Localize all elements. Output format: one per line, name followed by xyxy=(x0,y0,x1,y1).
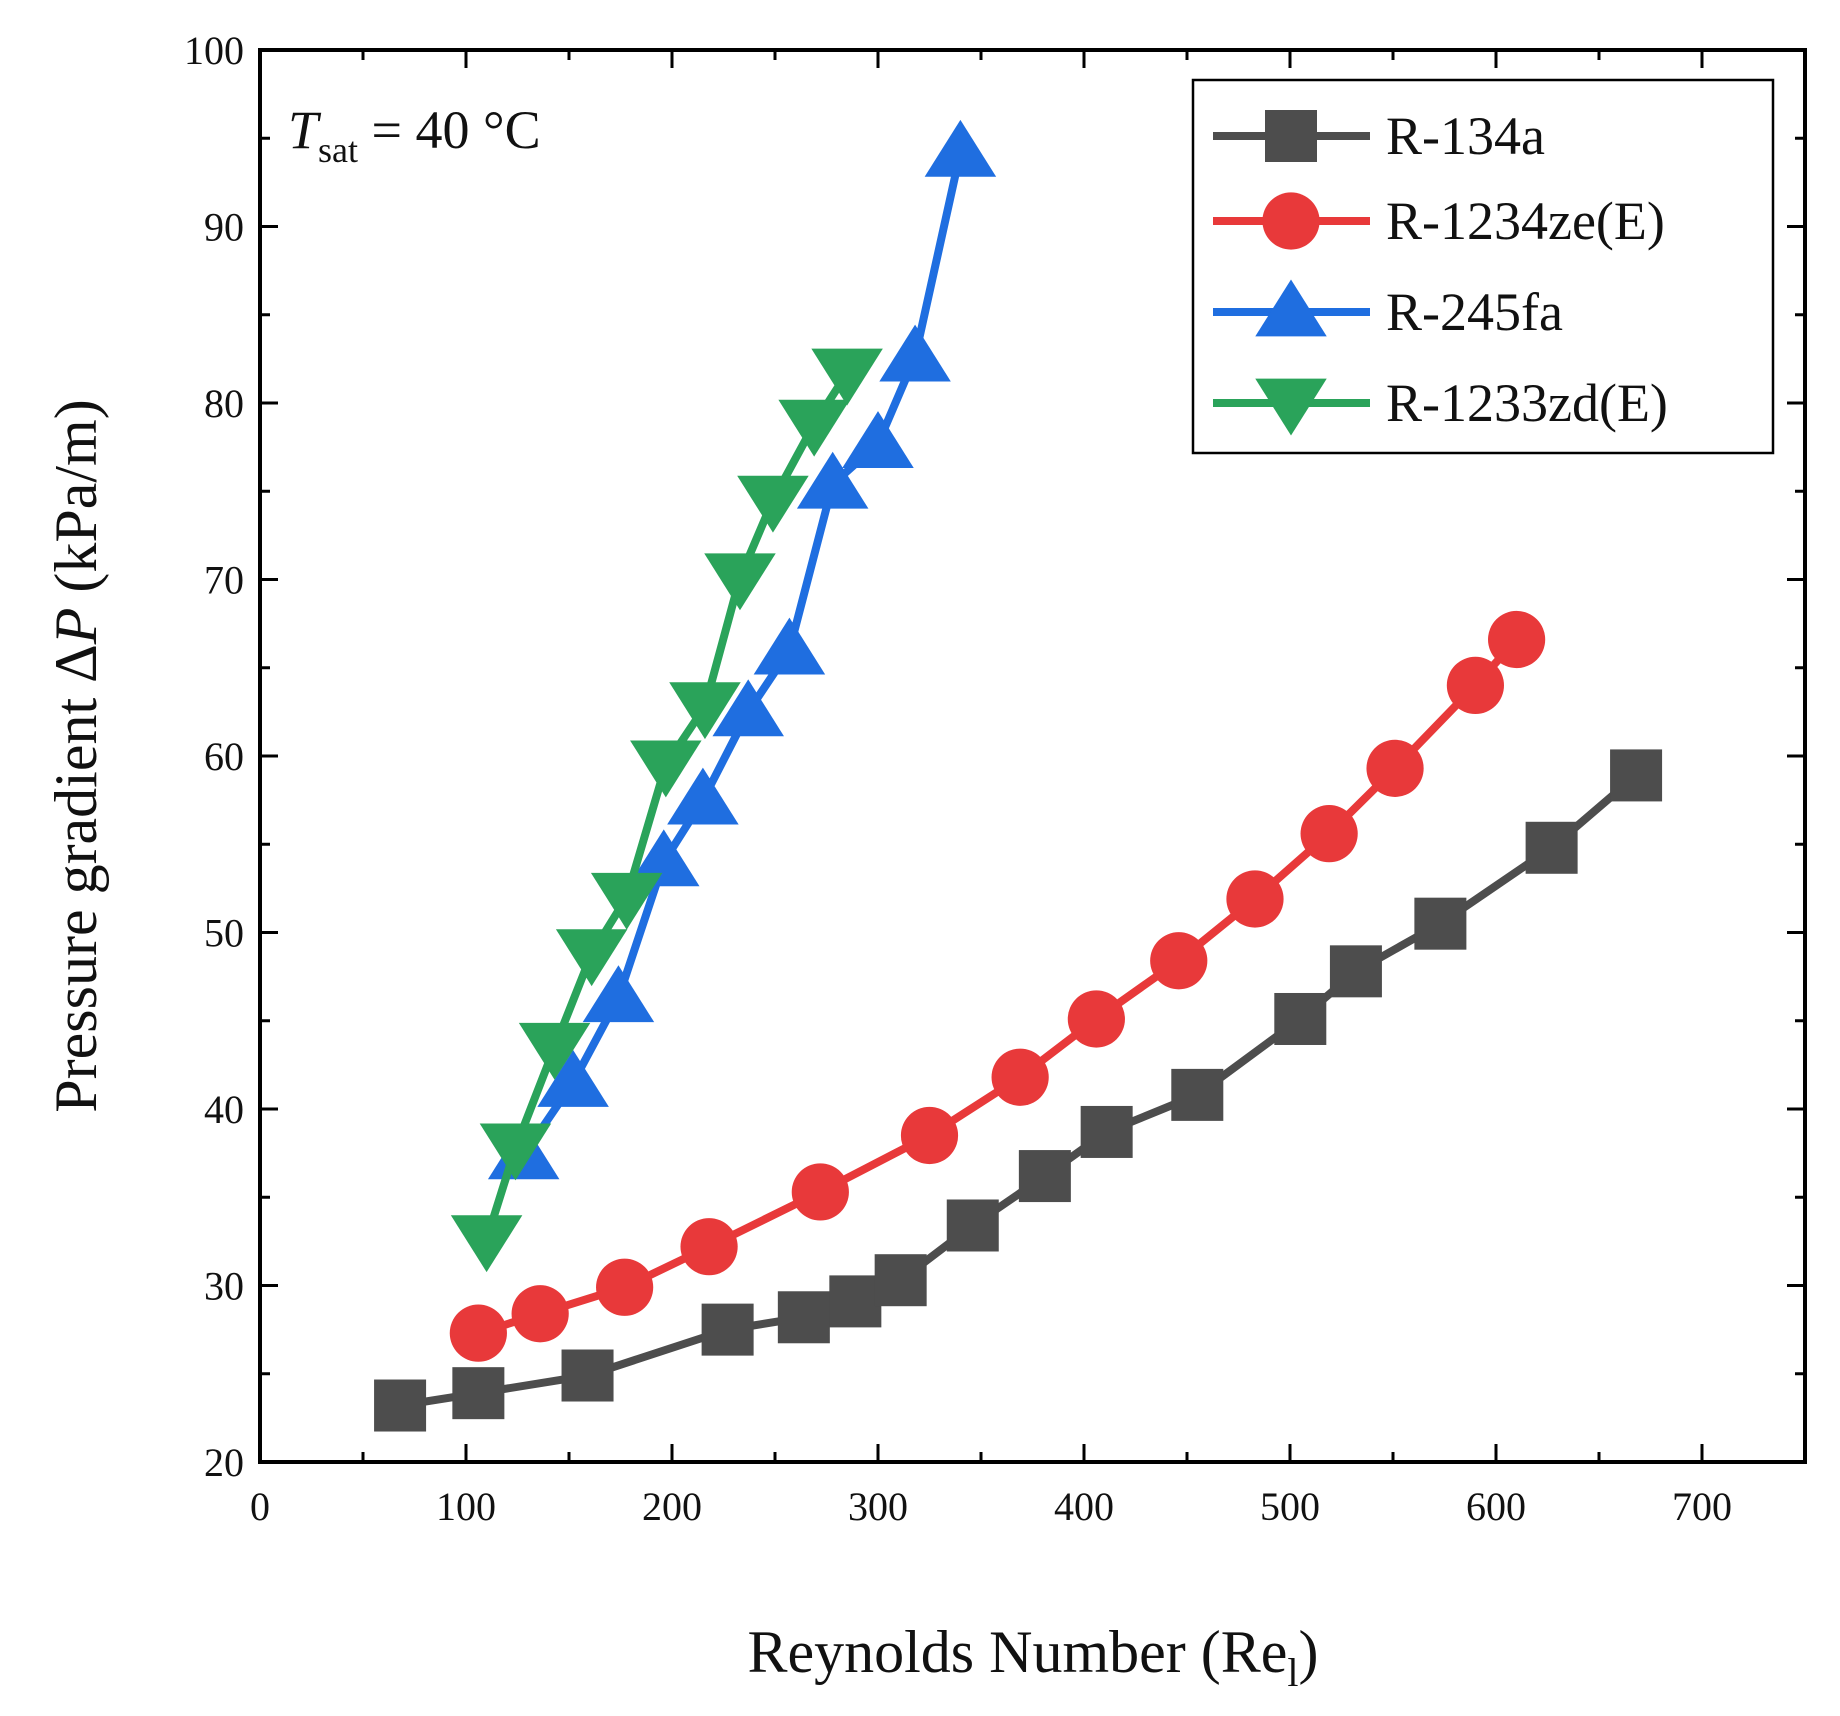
x-tick-label: 200 xyxy=(642,1484,702,1529)
annotation-symbol: T xyxy=(288,100,322,160)
data-point-r-245fa xyxy=(712,679,784,737)
y-axis-title-text: Pressure gradient Δ xyxy=(43,644,109,1112)
data-point-r-1234ze-e xyxy=(1488,610,1546,669)
y-tick-label: 50 xyxy=(204,911,244,956)
data-point-r-134a xyxy=(946,1199,999,1252)
y-tick-label: 90 xyxy=(204,205,244,250)
y-tick-labels: 20 30 40 50 60 70 80 90 100 xyxy=(184,28,244,1485)
series-r-245fa xyxy=(487,119,997,1180)
legend-label-r-245fa: R-245fa xyxy=(1386,282,1563,342)
x-tick-label: 600 xyxy=(1466,1484,1526,1529)
legend-marker-r-1234ze-e xyxy=(1262,192,1320,250)
data-point-r-134a xyxy=(1274,992,1327,1045)
legend-marker-r-134a xyxy=(1265,110,1317,162)
y-tick-label: 40 xyxy=(204,1087,244,1132)
series-r-134a xyxy=(374,749,1663,1432)
data-point-r-1234ze-e xyxy=(1067,990,1125,1048)
data-point-r-1234ze-e xyxy=(1226,870,1284,928)
legend-marker-r-245fa xyxy=(1255,279,1327,337)
data-point-r-1233zd-e xyxy=(669,682,741,740)
data-point-r-134a xyxy=(452,1367,505,1420)
data-point-r-1234ze-e xyxy=(791,1163,849,1221)
data-point-r-134a xyxy=(1329,945,1382,998)
legend-label-r-1234ze-e: R-1234ze(E) xyxy=(1386,191,1665,251)
data-point-r-1233zd-e xyxy=(518,1022,591,1080)
data-point-r-1233zd-e xyxy=(778,399,850,457)
data-point-r-245fa xyxy=(842,411,914,468)
data-point-r-134a xyxy=(1018,1150,1071,1203)
data-point-r-134a xyxy=(1414,897,1467,950)
data-point-r-134a xyxy=(1080,1105,1133,1158)
x-tick-label: 700 xyxy=(1672,1484,1732,1529)
data-point-r-1234ze-e xyxy=(1300,805,1358,863)
data-point-r-245fa xyxy=(879,324,951,382)
data-point-r-245fa xyxy=(667,767,739,825)
data-point-r-1234ze-e xyxy=(1150,932,1208,990)
x-axis-title: Reynolds Number (Rel) xyxy=(747,1619,1318,1695)
data-point-r-1234ze-e xyxy=(1446,656,1504,715)
data-point-r-245fa xyxy=(537,1050,609,1107)
legend-label-r-1233zd-e: R-1233zd(E) xyxy=(1386,373,1668,433)
series-r-1234ze-e xyxy=(449,610,1546,1362)
data-point-r-134a xyxy=(777,1291,830,1344)
data-point-r-134a xyxy=(561,1349,614,1402)
data-point-r-134a xyxy=(829,1275,882,1328)
data-point-r-1233zd-e xyxy=(590,872,663,930)
y-axis-title-symbol: P xyxy=(43,608,109,646)
data-point-r-245fa xyxy=(924,119,997,177)
series-layer xyxy=(374,119,1663,1432)
x-tick-label: 400 xyxy=(1054,1484,1114,1529)
x-tick-label: 0 xyxy=(250,1484,270,1529)
legend-label-r-134a: R-134a xyxy=(1386,106,1545,166)
y-tick-label: 100 xyxy=(184,28,244,73)
data-point-r-1234ze-e xyxy=(511,1285,569,1343)
data-point-r-1234ze-e xyxy=(900,1106,959,1165)
data-point-r-1233zd-e xyxy=(555,929,628,987)
x-tick-labels: 0 100 200 300 400 500 600 700 xyxy=(250,1484,1732,1529)
data-point-r-1234ze-e xyxy=(1366,739,1424,797)
data-point-r-1234ze-e xyxy=(991,1048,1049,1106)
x-axis-title-subscript: l xyxy=(1287,1650,1298,1695)
data-point-r-1233zd-e xyxy=(704,553,776,611)
x-axis-title-text: Reynolds Number (Re xyxy=(747,1619,1287,1685)
annotation-subscript: sat xyxy=(318,130,358,170)
data-point-r-1234ze-e xyxy=(596,1258,654,1316)
data-point-r-245fa xyxy=(753,617,826,675)
data-point-r-245fa xyxy=(582,965,655,1023)
temperature-annotation: Tsat = 40 °C xyxy=(288,100,541,170)
annotation-value: = 40 °C xyxy=(358,100,541,160)
data-point-r-1233zd-e xyxy=(479,1123,552,1181)
data-point-r-245fa xyxy=(628,829,700,887)
data-point-r-245fa xyxy=(796,451,869,509)
x-tick-label: 100 xyxy=(436,1484,496,1529)
data-point-r-134a xyxy=(1171,1068,1224,1121)
data-point-r-1233zd-e xyxy=(450,1215,523,1273)
data-point-r-134a xyxy=(1525,821,1578,874)
y-tick-label: 60 xyxy=(204,734,244,779)
data-point-r-1234ze-e xyxy=(449,1304,507,1362)
axis-ticks xyxy=(258,48,1805,1464)
y-tick-label: 30 xyxy=(204,1264,244,1309)
y-tick-label: 80 xyxy=(204,381,244,426)
y-axis-title: Pressure gradient ΔP (kPa/m) xyxy=(43,399,109,1112)
data-point-r-134a xyxy=(874,1254,927,1307)
y-tick-label: 70 xyxy=(204,558,244,603)
x-axis-title-close: ) xyxy=(1299,1619,1319,1685)
data-point-r-134a xyxy=(701,1303,754,1356)
data-point-r-134a xyxy=(374,1379,427,1432)
series-line-r-134a xyxy=(399,772,1639,1410)
data-point-r-1234ze-e xyxy=(680,1218,738,1276)
legend-marker-r-1233zd-e xyxy=(1255,378,1327,436)
y-tick-label: 20 xyxy=(204,1440,244,1485)
data-point-r-1233zd-e xyxy=(737,475,809,533)
x-tick-label: 300 xyxy=(848,1484,908,1529)
data-point-r-1233zd-e xyxy=(811,348,883,406)
data-point-r-1233zd-e xyxy=(630,740,702,798)
y-axis-title-unit: (kPa/m) xyxy=(43,399,109,607)
series-r-1233zd-e xyxy=(450,348,883,1273)
legend: R-134a R-1234ze(E) R-245fa R-1233zd(E) xyxy=(1191,78,1775,455)
x-tick-label: 500 xyxy=(1260,1484,1320,1529)
data-point-r-134a xyxy=(1610,749,1663,802)
